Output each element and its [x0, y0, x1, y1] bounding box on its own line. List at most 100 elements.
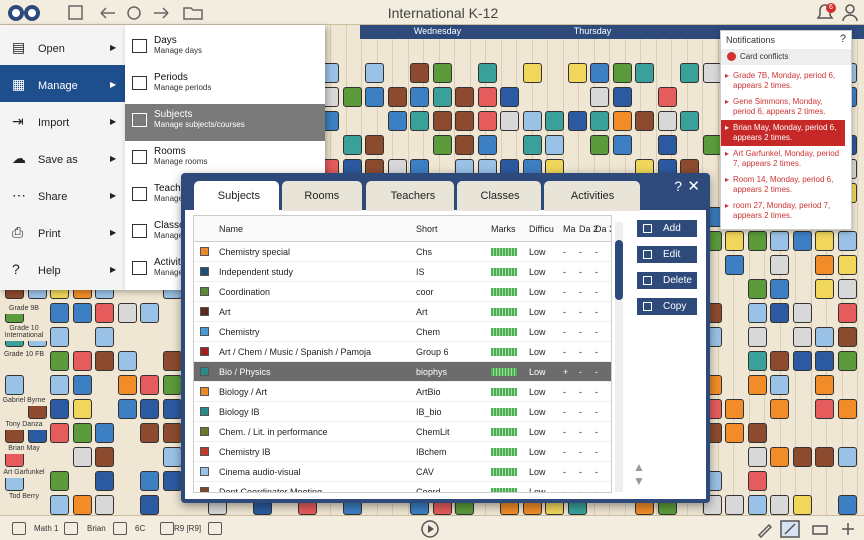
notification-item[interactable]: Brian May, Monday, period 6, appears 2 t… [721, 120, 845, 146]
notification-item[interactable]: Art Garfunkel, Monday, period 7, appears… [725, 149, 840, 168]
menu-arrow: ▶ [110, 154, 117, 163]
submenu-item[interactable]: Activities Manage [125, 252, 325, 289]
tab[interactable]: Teachers [366, 181, 454, 211]
lesson-card [725, 399, 744, 419]
menu-item[interactable]: Share ⋯ ▶ [12, 187, 117, 203]
footer-icon[interactable] [64, 522, 78, 535]
footer-icon[interactable] [113, 522, 127, 535]
section-bg [721, 49, 851, 65]
lesson-card [792, 303, 812, 323]
lesson-card [72, 399, 92, 419]
table-row[interactable]: Chemistry IB IBchem Low - - - [194, 442, 611, 462]
row-label: Grade 10 International [0, 323, 48, 341]
table-row[interactable]: Cinema audio-visual CAV Low - - - [194, 462, 611, 482]
marks [491, 488, 517, 492]
footer-icon[interactable] [160, 522, 174, 535]
submenu-item[interactable]: Subjects Manage subjects/courses [125, 104, 325, 141]
footer-item[interactable]: Brian [87, 524, 106, 533]
table-row[interactable]: Chemistry Chem Low - - - [194, 322, 611, 342]
submenu-icon [132, 76, 147, 90]
cell: Chemistry IB [219, 447, 271, 457]
table-row[interactable]: Biology / Art ArtBio Low - - - [194, 382, 611, 402]
header-icons[interactable] [812, 2, 862, 24]
table-row[interactable]: Independent study IS Low - - - [194, 262, 611, 282]
lesson-card [432, 111, 452, 131]
menu-item[interactable]: Manage ▦ ▶ [0, 65, 125, 102]
table-row[interactable]: Art / Chem / Music / Spanish / Pamoja Gro… [194, 342, 611, 362]
footer-icon[interactable] [208, 522, 222, 535]
cell: - [595, 327, 598, 337]
column-header: Da 3 [595, 224, 611, 234]
menu-arrow: ▶ [110, 228, 117, 237]
menu-item[interactable]: Save as ☁ ▶ [12, 150, 117, 166]
table-row[interactable]: Chemistry special Chs Low - - - [194, 242, 611, 262]
tab[interactable]: Activities [544, 181, 640, 211]
notification-item[interactable]: Room 14, Monday, period 6, appears 2 tim… [725, 175, 834, 194]
submenu-title: Subjects [154, 109, 193, 120]
cell: Dept Coordinator Meeting [219, 487, 323, 493]
submenu-item[interactable]: Rooms Manage rooms [125, 141, 325, 178]
button-icon [643, 250, 652, 259]
marks [491, 368, 517, 376]
menu-arrow: ▶ [110, 43, 117, 52]
play-button[interactable] [420, 519, 440, 539]
lesson-card [770, 255, 789, 275]
menu-item[interactable]: Import ⇥ ▶ [12, 113, 117, 129]
help-button[interactable]: ? [674, 178, 682, 194]
table-row[interactable]: Chem. / Lit. in performance ChemLit Low - - - [194, 422, 611, 442]
close-button[interactable]: ✕ [687, 178, 700, 195]
cell: - [563, 487, 566, 493]
row-label: Art Garfunkel [0, 467, 48, 478]
table-row[interactable]: Art Art Low - - - [194, 302, 611, 322]
scrollbar[interactable] [615, 222, 623, 492]
menu-icon: ▦ [12, 76, 26, 92]
notification-item[interactable]: Gene Simmons, Monday, period 6, appears … [725, 97, 826, 116]
lesson-card [72, 351, 92, 371]
lesson-card [815, 279, 834, 299]
cell: - [595, 407, 598, 417]
submenu-item[interactable]: Teachers Manage [125, 178, 325, 215]
footer-tools[interactable] [755, 520, 860, 538]
action-button[interactable]: Add [637, 220, 697, 237]
marks [491, 308, 517, 316]
footer-item[interactable]: 6C [135, 524, 146, 533]
cell: Bio / Physics [219, 367, 271, 377]
table-row[interactable]: Coordination coor Low - - - [194, 282, 611, 302]
notification-item[interactable]: room 27, Monday, period 7, appears 2 tim… [725, 201, 831, 220]
move-arrows[interactable]: ▲ ▼ [633, 460, 645, 488]
tab[interactable]: Rooms [282, 181, 362, 211]
table-row[interactable]: Bio / Physics biophys Low + - - [194, 362, 611, 382]
main-menu: Open ▤ ▶ Manage ▦ ▶ Import ⇥ ▶ Save as ☁ ▶ Share ⋯ ▶ Pr… [0, 25, 125, 290]
cell: - [563, 427, 566, 437]
tab[interactable]: Classes [457, 181, 541, 211]
cell: - [579, 387, 582, 397]
bullet: ▸ [725, 175, 730, 184]
submenu-icon [132, 150, 147, 164]
help-icon[interactable]: ? [839, 33, 846, 45]
section-title: Card conflicts [740, 52, 789, 61]
lesson-card [837, 231, 857, 251]
footer-item[interactable]: Math 1 [34, 524, 59, 533]
color-swatch [200, 267, 209, 276]
notification-item[interactable]: Grade 7B, Monday, period 6, appears 2 ti… [725, 71, 836, 90]
toolbar-icons[interactable] [66, 4, 206, 22]
menu-item[interactable]: Open ▤ ▶ [12, 39, 117, 55]
submenu-item[interactable]: Periods Manage periods [125, 67, 325, 104]
table-row[interactable]: Biology IB IB_bio Low - - - [194, 402, 611, 422]
table-row[interactable]: Dept Coordinator Meeting Coord Low - - - [194, 482, 611, 493]
lesson-card [770, 447, 789, 467]
submenu-item[interactable]: Days Manage days [125, 30, 325, 67]
footer-icon[interactable] [12, 522, 26, 535]
menu-item[interactable]: Help? ▶ [12, 261, 117, 277]
menu-item[interactable]: Print ⎙ ▶ [12, 224, 117, 240]
lesson-card [545, 135, 564, 155]
tab[interactable]: Subjects [194, 181, 279, 211]
footer-item[interactable]: R9 [R9] [174, 524, 202, 533]
button-icon [643, 276, 652, 285]
action-button[interactable]: Edit [637, 246, 697, 263]
submenu-item[interactable]: Classes Manage [125, 215, 325, 252]
color-swatch [200, 287, 209, 296]
action-button[interactable]: Delete [637, 272, 697, 289]
action-button[interactable]: Copy [637, 298, 697, 315]
